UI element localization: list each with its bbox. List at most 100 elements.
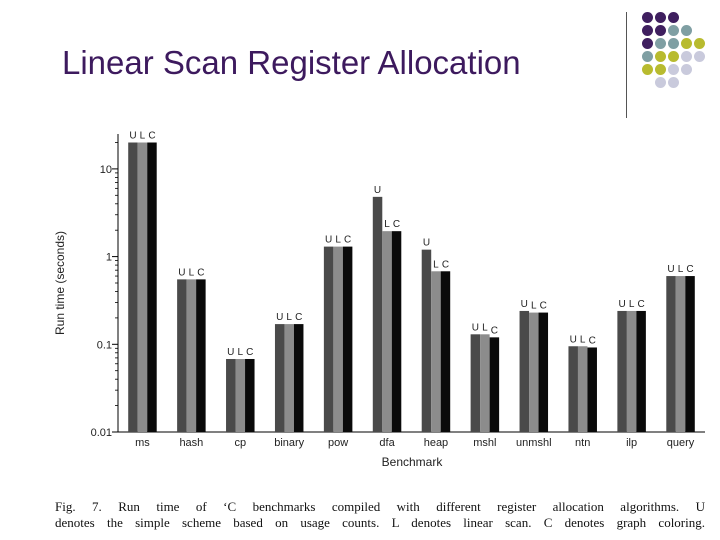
bar-data-label: C (246, 347, 253, 358)
bar-query-C (685, 276, 695, 432)
bar-binary-C (293, 324, 304, 432)
bar-ms-C (147, 142, 157, 432)
x-tick-label: unmshl (516, 437, 551, 449)
bar-data-label: L (384, 219, 390, 230)
bar-ntn-U (568, 346, 578, 432)
figure-caption: Fig. 7. Run time of ‘C benchmarks compil… (55, 499, 705, 531)
bar-data-label: L (678, 264, 684, 275)
bar-unmshl-U (519, 310, 530, 432)
bar-data-label: U (129, 130, 136, 141)
bar-data-label: U (667, 264, 674, 275)
decor-dot (668, 25, 679, 36)
bar-dfa-L (382, 231, 392, 432)
decor-dot (642, 25, 653, 36)
decor-dot (655, 64, 666, 75)
decor-dot (642, 64, 653, 75)
bar-ms-U (128, 142, 138, 432)
bar-pow-U (323, 246, 334, 432)
bar-data-label: U (423, 238, 430, 249)
bar-cp-C (245, 358, 255, 432)
bar-data-label: C (491, 325, 498, 336)
bar-heap-C (440, 271, 451, 432)
bar-ms-L (137, 142, 148, 432)
bar-ilp-U (617, 310, 627, 432)
slide-title: Linear Scan Register Allocation (62, 44, 521, 81)
x-tick-label: dfa (379, 437, 395, 449)
bar-cp-U (226, 358, 236, 432)
caption-line-1: Fig. 7. Run time of ‘C benchmarks compil… (55, 499, 705, 514)
bar-data-label: U (619, 299, 626, 310)
decor-dot (681, 38, 692, 49)
x-tick-label: query (667, 437, 695, 449)
decor-dot (681, 25, 692, 36)
y-tick-label: 0.01 (91, 427, 112, 439)
decor-dot (655, 51, 666, 62)
decor-dot (681, 64, 692, 75)
decor-dot (681, 51, 692, 62)
bar-data-label: C (540, 301, 547, 312)
bar-data-label: C (686, 264, 693, 275)
bar-data-label: U (178, 267, 185, 278)
y-tick-label: 0.1 (97, 339, 112, 351)
x-tick-label: pow (328, 437, 348, 449)
bar-binary-U (274, 324, 285, 432)
bar-data-label: C (638, 299, 645, 310)
bar-data-label: L (531, 301, 537, 312)
bar-query-U (666, 276, 676, 432)
decor-dot (655, 77, 666, 88)
x-tick-label: mshl (473, 437, 496, 449)
bar-hash-U (177, 279, 187, 432)
bar-mshl-U (470, 334, 481, 432)
bar-hash-L (186, 279, 197, 432)
x-tick-label: cp (234, 437, 246, 449)
bar-ntn-L (577, 346, 588, 432)
y-tick-label: 1 (106, 252, 112, 264)
bar-cp-L (235, 358, 246, 432)
decor-dot (655, 25, 666, 36)
decor-dot (668, 12, 679, 23)
bar-data-label: C (393, 219, 400, 230)
bar-mshl-L (480, 334, 490, 432)
bar-hash-C (196, 279, 206, 432)
bar-data-label: L (140, 130, 146, 141)
bar-data-label: C (148, 130, 155, 141)
bar-heap-L (431, 271, 441, 432)
bar-data-label: U (570, 334, 577, 345)
decor-dot (655, 38, 666, 49)
bar-dfa-C (391, 231, 402, 432)
bar-data-label: U (521, 299, 528, 310)
bar-data-label: C (589, 335, 596, 346)
y-tick-label: 10 (100, 164, 112, 176)
x-tick-label: ms (135, 437, 150, 449)
bar-data-label: C (442, 259, 449, 270)
bar-ilp-L (626, 310, 637, 432)
decor-dot (668, 51, 679, 62)
bar-data-label: L (189, 267, 195, 278)
bar-data-label: U (276, 312, 283, 323)
title-divider (626, 12, 627, 118)
bar-ntn-C (587, 347, 597, 432)
bar-unmshl-L (529, 312, 539, 432)
x-tick-label: binary (274, 437, 304, 449)
bar-data-label: L (238, 347, 244, 358)
bar-data-label: C (344, 235, 351, 246)
bar-binary-L (284, 324, 294, 432)
bar-unmshl-C (538, 312, 549, 432)
decor-dot (668, 64, 679, 75)
bar-data-label: U (227, 347, 234, 358)
decor-dot (642, 38, 653, 49)
caption-line-2: denotes the simple scheme based on usage… (55, 515, 705, 530)
bar-data-label: U (472, 322, 479, 333)
bar-ilp-C (636, 310, 646, 432)
decor-dot (668, 38, 679, 49)
decorative-dot-grid (640, 10, 720, 120)
bar-dfa-U (372, 196, 383, 432)
bar-data-label: L (335, 235, 341, 246)
bar-data-label: C (197, 267, 204, 278)
bar-query-L (675, 276, 686, 432)
x-tick-label: ilp (626, 437, 637, 449)
decor-dot (642, 12, 653, 23)
bar-mshl-C (489, 337, 500, 432)
x-tick-label: ntn (575, 437, 590, 449)
